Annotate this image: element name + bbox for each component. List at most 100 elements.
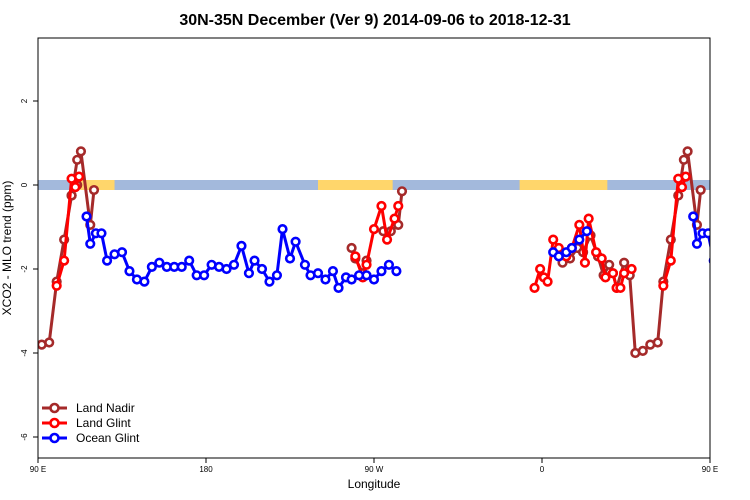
point-2-0-28: [277, 224, 288, 235]
point-1-1-6: [389, 213, 400, 224]
point-1-2-1: [535, 263, 546, 275]
y-axis: -6 -4 -2 0 2: [20, 98, 38, 441]
point-2-0-10: [146, 261, 157, 273]
point-2-1-3: [566, 242, 577, 254]
point-1-2-16: [615, 282, 626, 294]
legend-label-2: Ocean Glint: [76, 431, 140, 445]
point-2-0-36: [333, 282, 344, 294]
point-0-5-16: [652, 337, 663, 348]
point-0-0-6: [75, 146, 87, 157]
point-1-1-0: [350, 251, 361, 262]
point-2-0-21: [228, 259, 240, 270]
point-0-5-14: [637, 345, 648, 357]
point-0-5-20: [678, 154, 689, 165]
point-1-1-2: [361, 259, 372, 270]
point-0-5-11: [619, 257, 630, 268]
legend-marker-1: [49, 417, 60, 429]
series-ocean-glint: [81, 211, 748, 294]
point-0-3-0: [346, 242, 357, 254]
land-segment-1: [318, 180, 393, 190]
point-2-0-42: [376, 266, 387, 277]
point-1-1-3: [368, 224, 380, 235]
point-0-0-8: [88, 184, 100, 196]
point-0-5-8: [604, 259, 615, 270]
land-segment-3: [731, 180, 750, 190]
point-1-2-12: [596, 253, 607, 264]
point-2-1-5: [581, 226, 592, 237]
point-2-2-8: [740, 276, 748, 284]
x-tick-label-4: 90 E: [702, 465, 718, 474]
point-2-0-7: [124, 266, 135, 277]
point-2-0-29: [284, 253, 296, 264]
point-2-0-11: [154, 257, 165, 268]
x-axis-label: Longitude: [348, 477, 401, 491]
point-1-1-5: [381, 234, 393, 245]
legend-label-0: Land Nadir: [76, 401, 135, 415]
point-1-3-3: [676, 182, 688, 193]
point-2-0-31: [299, 259, 311, 270]
point-1-2-4: [548, 234, 559, 245]
point-2-0-14: [176, 261, 187, 273]
y-tick-label-3: 0: [20, 182, 29, 187]
series-land-glint: [51, 171, 691, 294]
point-2-2-3: [703, 228, 710, 239]
series-land-nadir: [38, 146, 706, 359]
point-2-0-38: [346, 274, 357, 285]
point-2-0-20: [221, 263, 232, 275]
point-1-2-11: [591, 247, 602, 258]
point-2-0-4: [101, 255, 113, 266]
land-segment-0: [77, 180, 115, 190]
point-1-1-7: [393, 200, 404, 212]
point-2-0-25: [256, 263, 268, 275]
point-1-2-18: [626, 263, 637, 275]
y-tick-label-2: -2: [20, 265, 29, 273]
legend-marker-2: [49, 432, 60, 444]
point-2-2-6: [725, 248, 733, 256]
point-1-2-13: [600, 272, 611, 283]
point-1-1-4: [376, 200, 387, 212]
chart-title: 30N-35N December (Ver 9) 2014-09-06 to 2…: [179, 12, 570, 29]
point-2-0-34: [320, 274, 331, 285]
point-2-0-44: [391, 266, 402, 277]
x-tick-label-3: 0: [540, 465, 545, 474]
point-2-0-9: [139, 276, 150, 287]
y-tick-label-1: -4: [20, 349, 29, 357]
point-1-0-3: [70, 182, 81, 193]
point-2-0-15: [184, 255, 195, 266]
point-2-0-3: [96, 228, 107, 239]
x-tick-label-2: 90 W: [365, 465, 384, 474]
point-2-0-33: [312, 268, 324, 279]
point-0-4-3: [396, 186, 408, 197]
point-0-0-5: [72, 154, 83, 165]
point-2-0-0: [81, 211, 92, 222]
point-2-2-1: [691, 238, 703, 249]
point-2-2-5: [717, 251, 725, 259]
point-1-0-1: [59, 255, 70, 266]
series-layer: [38, 146, 748, 359]
point-1-2-10: [583, 213, 594, 224]
point-2-2-4: [708, 257, 710, 265]
point-1-2-0: [529, 282, 540, 294]
point-2-0-6: [116, 247, 128, 258]
point-2-1-4: [574, 234, 585, 245]
point-2-0-23: [243, 268, 255, 279]
legend-marker-0: [49, 402, 60, 414]
point-2-2-7: [732, 267, 740, 275]
point-1-3-1: [665, 255, 676, 266]
point-0-5-23: [695, 184, 706, 196]
point-1-3-4: [680, 171, 691, 182]
point-2-0-43: [383, 259, 395, 270]
point-1-2-14: [607, 268, 619, 279]
point-1-0-0: [51, 280, 62, 291]
y-tick-label-4: 2: [20, 98, 29, 103]
legend-label-1: Land Glint: [76, 416, 131, 430]
point-2-0-26: [264, 276, 275, 287]
point-0-5-21: [682, 146, 693, 157]
point-2-2-0: [688, 211, 699, 222]
x-axis: 90 E 180 90 W 0 90 E: [30, 458, 718, 474]
point-1-2-17: [619, 268, 630, 279]
point-2-0-35: [327, 266, 339, 277]
point-1-0-4: [73, 171, 85, 182]
land-segment-2: [519, 180, 608, 190]
